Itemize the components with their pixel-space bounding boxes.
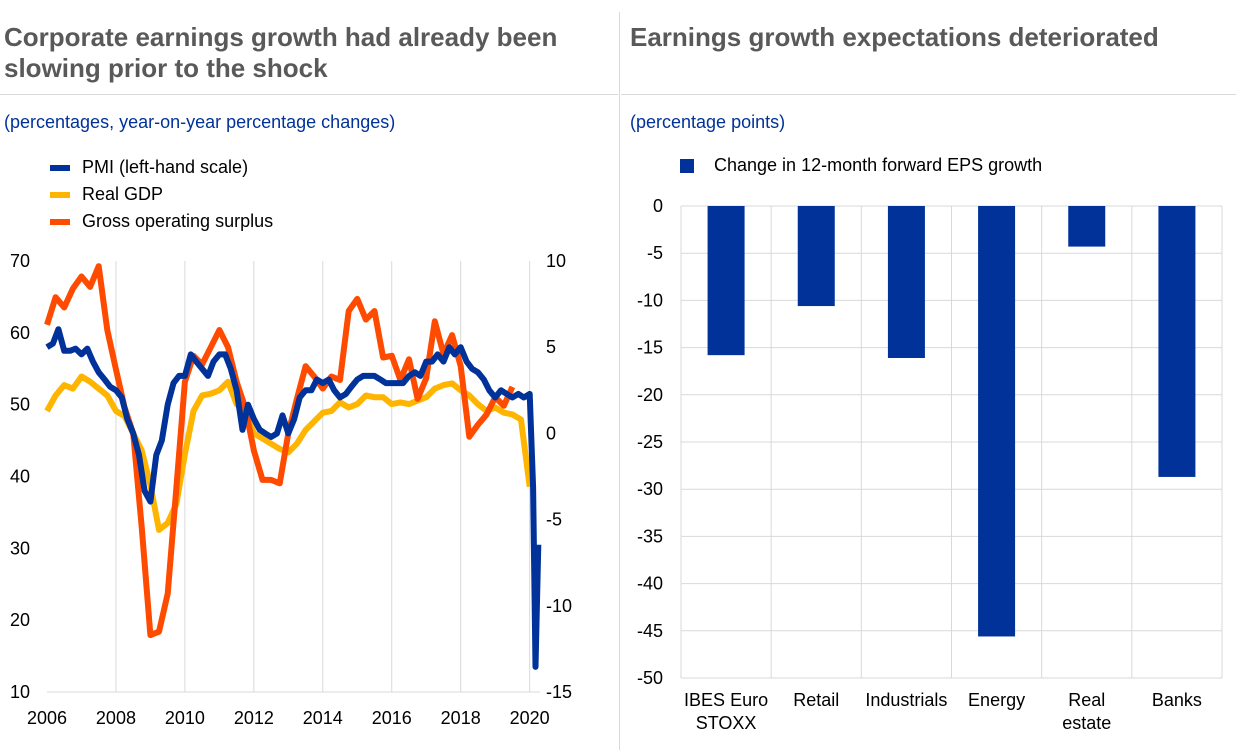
x-tick-label: 2008	[96, 708, 136, 728]
legend-label-gos: Gross operating surplus	[82, 211, 274, 231]
y-right-tick-label: -10	[546, 596, 572, 616]
right-legend: Change in 12-month forward EPS growth	[680, 152, 1042, 179]
y-left-tick-label: 70	[10, 251, 30, 271]
bar	[707, 206, 745, 356]
x-tick-label: 2016	[372, 708, 412, 728]
x-tick-label: 2020	[510, 708, 550, 728]
x-category-label: Banks	[1152, 690, 1202, 710]
series-line-pmi	[45, 326, 542, 670]
x-category-label: Real estate	[1062, 690, 1111, 733]
legend-label-eps: Change in 12-month forward EPS growth	[714, 155, 1043, 175]
y-tick-label: -30	[637, 479, 663, 499]
x-category-label-line: Retail	[793, 690, 839, 710]
y-tick-label: -15	[637, 338, 663, 358]
legend-item-gos: Gross operating surplus	[50, 208, 273, 235]
y-tick-label: -5	[647, 243, 663, 263]
y-tick-label: 0	[653, 196, 663, 216]
left-chart-subtitle: (percentages, year-on-year percentage ch…	[4, 112, 396, 132]
x-category-label-line: Energy	[968, 690, 1025, 710]
y-left-tick-label: 60	[10, 323, 30, 343]
legend-swatch-eps	[680, 158, 694, 173]
bar-chart: 0 -5 -10 -15 -20 -25 -30 -35 -40 -45 -50 IBES Euro S…	[637, 196, 1223, 733]
y-left-tick-label: 20	[10, 610, 30, 630]
y-right-tick-label: -15	[546, 682, 572, 702]
y-right-tick-label: -5	[546, 510, 562, 530]
x-category-label-line: Industrials	[865, 690, 947, 710]
y-right-tick-label: 0	[546, 423, 556, 443]
y-left-tick-label: 30	[10, 538, 30, 558]
panel-divider	[619, 12, 620, 750]
x-category-label-line: STOXX	[696, 713, 757, 733]
y-tick-label: -35	[637, 526, 663, 546]
y-tick-label: -45	[637, 621, 663, 641]
x-tick-label: 2006	[27, 708, 67, 728]
x-tick-label: 2010	[165, 708, 205, 728]
legend-swatch-gdp	[50, 191, 70, 198]
legend-item-pmi: PMI (left-hand scale)	[50, 154, 273, 181]
legend-label-gdp: Real GDP	[82, 184, 164, 204]
y-tick-label: -40	[637, 574, 663, 594]
y-tick-label: -10	[637, 290, 663, 310]
y-left-tick-label: 10	[10, 682, 30, 702]
x-category-label-line: Banks	[1152, 690, 1202, 710]
x-tick-label: 2014	[303, 708, 343, 728]
x-category-label: Retail	[793, 690, 839, 710]
y-tick-label: -50	[637, 668, 663, 688]
y-right-tick-label: 5	[546, 337, 556, 357]
legend-item-gdp: Real GDP	[50, 181, 273, 208]
y-right-tick-label: 10	[546, 251, 566, 271]
legend-swatch-pmi	[50, 164, 70, 171]
y-left-tick-label: 40	[10, 467, 30, 487]
y-left-tick-label: 50	[10, 395, 30, 415]
bar	[887, 206, 925, 358]
left-legend: PMI (left-hand scale) Real GDP Gross ope…	[50, 154, 273, 235]
legend-item-eps: Change in 12-month forward EPS growth	[680, 152, 1042, 179]
right-chart-title: Earnings growth expectations deteriorate…	[630, 22, 1159, 52]
bar	[797, 206, 835, 307]
bar	[978, 206, 1016, 637]
right-chart-subtitle: (percentage points)	[630, 112, 786, 132]
legend-label-pmi: PMI (left-hand scale)	[82, 157, 249, 177]
x-category-label: Industrials	[865, 690, 947, 710]
bar	[1068, 206, 1106, 247]
x-category-label: Energy	[968, 690, 1025, 710]
left-header-divider	[0, 94, 618, 95]
x-tick-label: 2012	[234, 708, 274, 728]
bar	[1158, 206, 1196, 477]
x-category-label-line: IBES Euro	[684, 690, 768, 710]
y-tick-label: -20	[637, 385, 663, 405]
x-tick-label: 2018	[441, 708, 481, 728]
x-category-label-line: estate	[1062, 713, 1111, 733]
y-tick-label: -25	[637, 432, 663, 452]
line-chart: 2006 2008 2010 2012 2014 2016 2018 202070605040…	[10, 251, 572, 728]
legend-swatch-gos	[50, 218, 70, 225]
left-chart-title: Corporate earnings growth had already be…	[4, 22, 558, 83]
x-category-label-line: Real	[1068, 690, 1105, 710]
x-category-label: IBES Euro STOXX	[684, 690, 768, 733]
right-header-divider	[621, 94, 1236, 95]
